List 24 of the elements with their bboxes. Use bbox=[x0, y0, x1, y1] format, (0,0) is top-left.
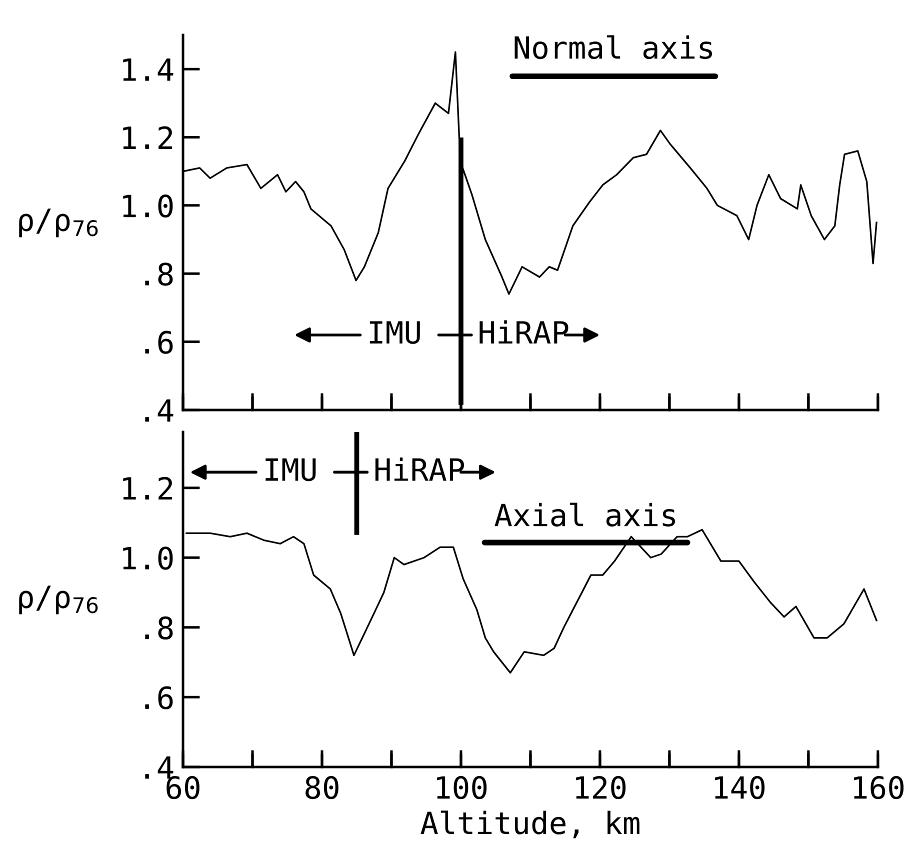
x-axis-title: Altitude, km bbox=[420, 810, 640, 838]
x-tick-label: 140 bbox=[715, 776, 765, 800]
y-tick-label: .6 bbox=[145, 686, 173, 710]
y-axis-title: ρ/ρ$_{76}$ bbox=[19, 208, 98, 238]
x-tick-label: 80 bbox=[306, 776, 338, 800]
y-tick-label: .4 bbox=[145, 399, 174, 422]
y-tick-label: 1.0 bbox=[123, 194, 173, 218]
annotation: IMU bbox=[370, 321, 420, 344]
y-axis-title: ρ/ρ$_{76}$ bbox=[19, 586, 98, 614]
chart-title: Normal axis bbox=[514, 35, 712, 60]
y-tick-label: 1.4 bbox=[123, 58, 174, 81]
y-tick-label: .8 bbox=[145, 262, 173, 286]
x-tick-label: 120 bbox=[576, 776, 626, 800]
annotation: HiRAP bbox=[480, 320, 568, 344]
annotation: IMU bbox=[266, 458, 316, 482]
text: Axial axis bbox=[494, 502, 676, 527]
y-tick-label: .6 bbox=[145, 330, 173, 354]
x-tick-label: 100 bbox=[437, 776, 487, 800]
x-tick-label: 160 bbox=[854, 776, 904, 800]
y-tick-label: 1.2 bbox=[123, 126, 172, 149]
y-tick-label: 1.2 bbox=[123, 476, 172, 500]
annotation: HiRAP bbox=[375, 457, 464, 481]
y-tick-label: 1.0 bbox=[123, 546, 173, 570]
y-tick-label: .8 bbox=[145, 616, 173, 640]
